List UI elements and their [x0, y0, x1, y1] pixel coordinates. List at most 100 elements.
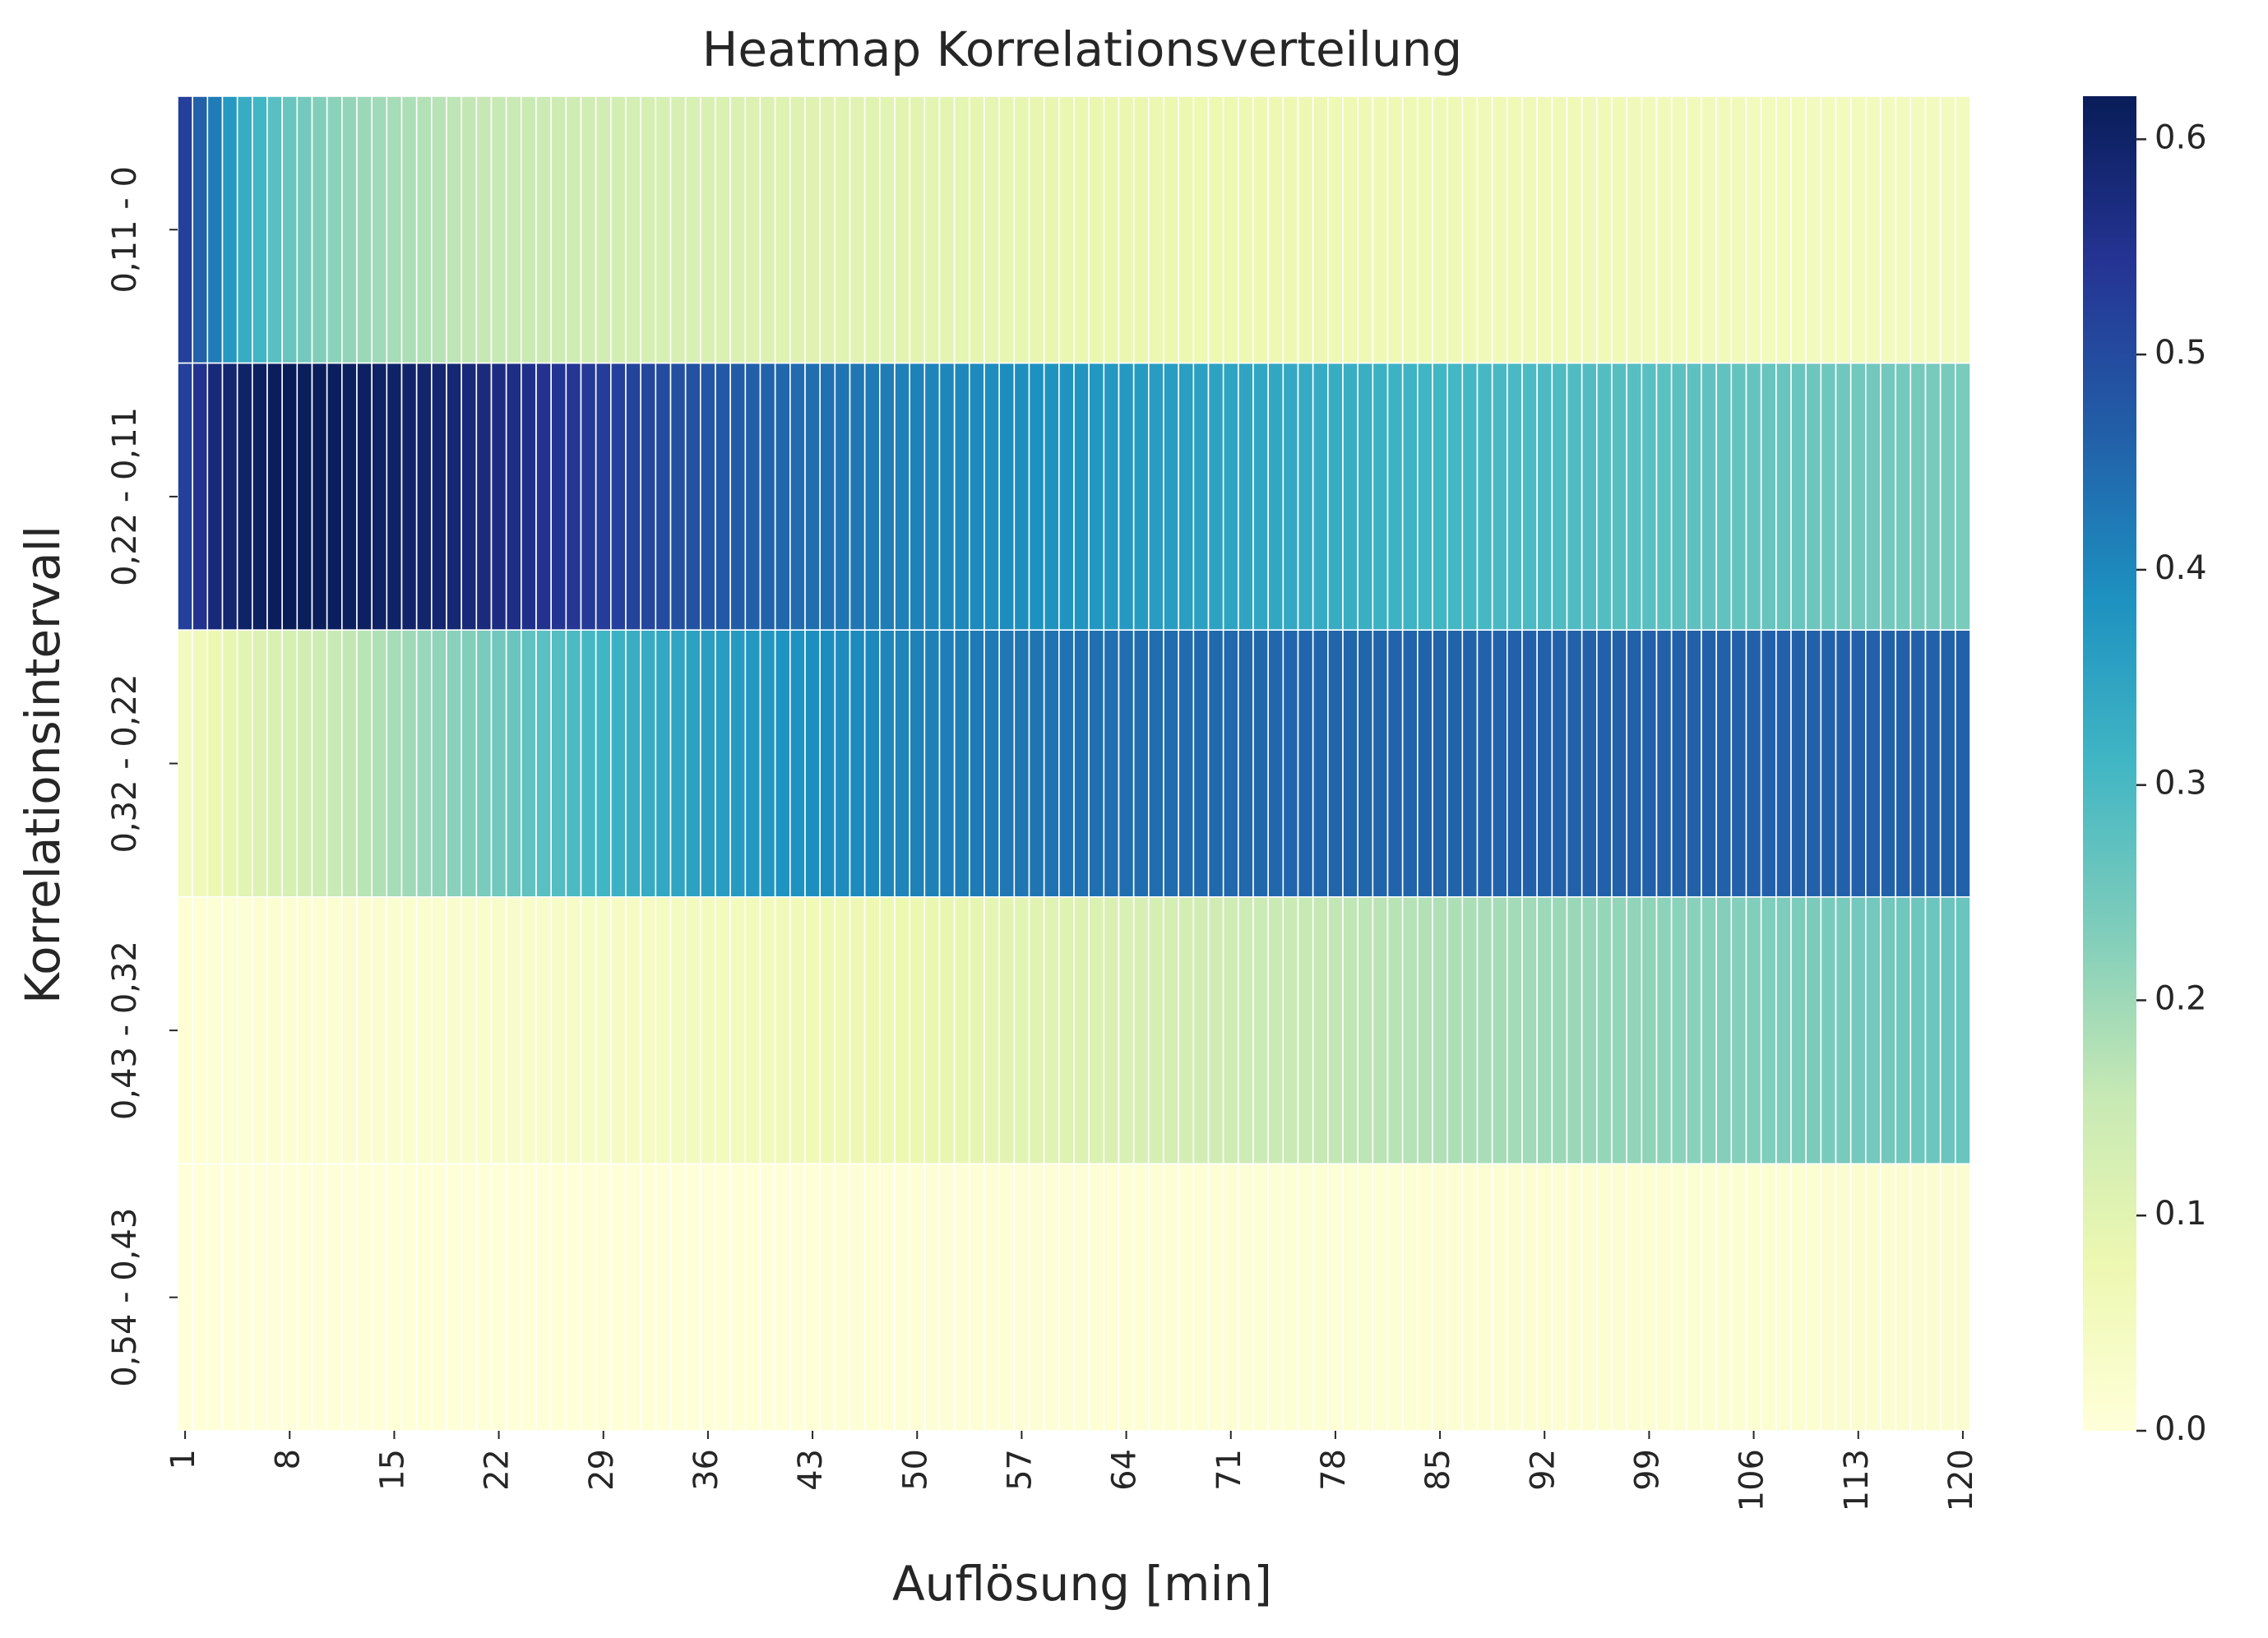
colorbar-tick-label: 0.0	[2155, 1410, 2207, 1448]
heatmap-cell	[953, 629, 970, 898]
heatmap-cell	[1760, 629, 1777, 898]
heatmap-cell	[1297, 362, 1314, 632]
heatmap-cell	[1955, 1163, 1971, 1432]
heatmap-cell	[550, 1163, 567, 1432]
colorbar-tick-labels: 0.0 0.1 0.2 0.3 0.4 0.5 0.6	[2136, 118, 2207, 1448]
heatmap-cell	[505, 362, 522, 632]
heatmap-cell	[192, 629, 209, 898]
heatmap-cell	[535, 362, 552, 632]
heatmap-cell	[819, 1163, 836, 1432]
heatmap-cell	[894, 629, 910, 898]
heatmap-cell	[206, 629, 224, 898]
heatmap-cell	[1088, 95, 1105, 364]
heatmap-cell	[281, 362, 299, 632]
heatmap-cell	[371, 629, 388, 898]
heatmap-cell	[849, 629, 866, 898]
heatmap-cell	[1043, 896, 1060, 1165]
heatmap-cell	[1701, 1163, 1717, 1432]
heatmap-cell	[296, 629, 313, 898]
heatmap-cell	[1551, 1163, 1568, 1432]
x-tick-label: 120	[1942, 1449, 1980, 1511]
heatmap-cell	[1955, 896, 1971, 1165]
heatmap-cell	[1327, 1163, 1344, 1432]
heatmap-cell	[1207, 896, 1224, 1165]
heatmap-cell	[804, 95, 821, 364]
heatmap-cell	[1551, 896, 1568, 1165]
heatmap-cell	[192, 362, 209, 632]
heatmap-cell	[655, 1163, 672, 1432]
heatmap-cell	[1058, 1163, 1075, 1432]
heatmap-cell	[1820, 629, 1837, 898]
chart-title: Heatmap Korrelationsverteilung	[702, 21, 1462, 77]
heatmap-cell	[1327, 629, 1344, 898]
heatmap-cell	[969, 896, 985, 1165]
x-tick-label: 85	[1419, 1449, 1457, 1491]
heatmap-cell	[1432, 896, 1448, 1165]
heatmap-cell	[729, 95, 747, 364]
heatmap-cell	[1686, 95, 1702, 364]
heatmap-cell	[475, 95, 493, 364]
heatmap-cell	[1909, 896, 1927, 1165]
heatmap-cell	[446, 95, 462, 364]
heatmap-cell	[461, 896, 478, 1165]
heatmap-cell	[535, 896, 552, 1165]
heatmap-cell	[1267, 362, 1284, 632]
heatmap-cell	[1775, 1163, 1792, 1432]
heatmap-cell	[1730, 95, 1747, 364]
heatmap-cell	[1312, 1163, 1329, 1432]
heatmap-cell	[909, 1163, 926, 1432]
heatmap-cell	[684, 1163, 701, 1432]
heatmap-cell	[1357, 629, 1374, 898]
heatmap-cell	[1491, 629, 1508, 898]
heatmap-cell	[595, 362, 612, 632]
heatmap-cell	[863, 362, 881, 632]
heatmap-cell	[1551, 629, 1568, 898]
heatmap-cell	[804, 629, 821, 898]
heatmap-cell	[863, 629, 881, 898]
heatmap-cell	[206, 95, 224, 364]
heatmap-cell	[1282, 1163, 1299, 1432]
heatmap-cell	[969, 95, 985, 364]
heatmap-cell	[400, 362, 418, 632]
heatmap-cell	[1446, 629, 1464, 898]
heatmap-cell	[1446, 95, 1464, 364]
heatmap-cell	[1805, 362, 1822, 632]
heatmap-cell	[505, 1163, 522, 1432]
heatmap-cell	[1372, 362, 1389, 632]
x-tick-label: 78	[1315, 1449, 1353, 1491]
heatmap-cell	[400, 95, 418, 364]
heatmap-cell	[759, 95, 776, 364]
heatmap-cell	[475, 1163, 493, 1432]
heatmap-cell	[296, 95, 313, 364]
heatmap-cell	[1058, 896, 1075, 1165]
heatmap-cell	[1342, 629, 1358, 898]
heatmap-cell	[1790, 629, 1807, 898]
heatmap-cell	[610, 362, 627, 632]
heatmap-cell	[490, 95, 507, 364]
heatmap-cell	[266, 896, 283, 1165]
heatmap-cell	[1790, 362, 1807, 632]
heatmap-cell	[1745, 95, 1762, 364]
heatmap-cell	[1461, 896, 1479, 1165]
heatmap-cell	[1775, 629, 1792, 898]
heatmap-cell	[1895, 1163, 1912, 1432]
heatmap-cell	[341, 95, 358, 364]
heatmap-cell	[1820, 362, 1837, 632]
heatmap-cell	[1476, 629, 1493, 898]
heatmap-cell	[863, 896, 881, 1165]
heatmap-cell	[1342, 95, 1358, 364]
heatmap-cell	[640, 629, 657, 898]
heatmap-cell	[684, 629, 701, 898]
heatmap-cell	[431, 896, 447, 1165]
heatmap-cell	[1238, 896, 1254, 1165]
heatmap-cell	[1805, 95, 1822, 364]
heatmap-cell	[356, 362, 373, 632]
heatmap-cell	[953, 896, 970, 1165]
heatmap-cell	[1895, 362, 1912, 632]
heatmap-cell	[371, 362, 388, 632]
heatmap-cell	[221, 896, 238, 1165]
heatmap-cell	[1327, 362, 1344, 632]
heatmap-cell	[1955, 629, 1971, 898]
heatmap-cell	[535, 1163, 552, 1432]
heatmap-cell	[1432, 629, 1448, 898]
